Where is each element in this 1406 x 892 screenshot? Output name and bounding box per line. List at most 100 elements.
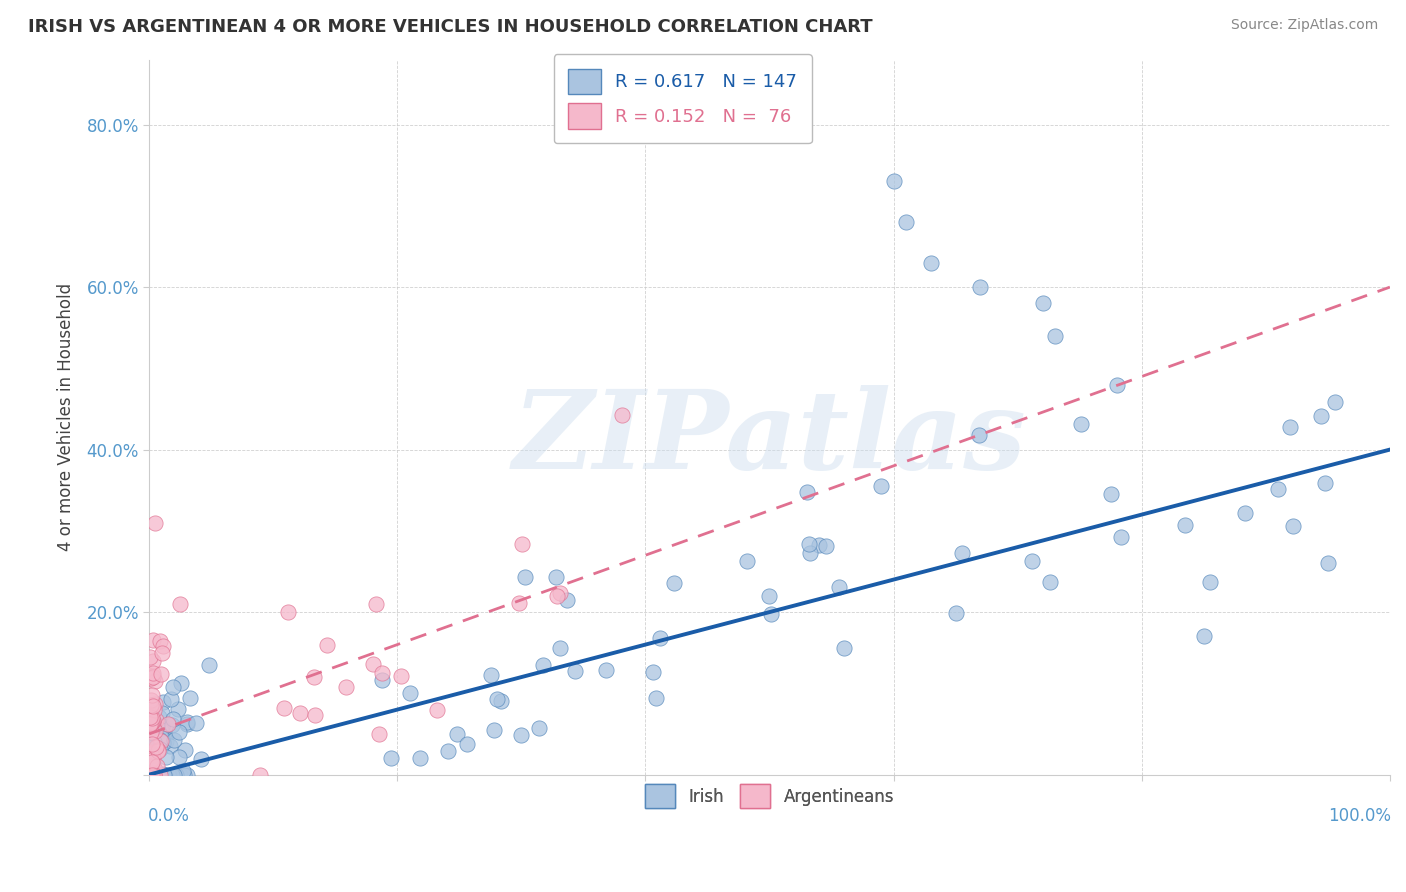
- Point: [141, 732, 163, 747]
- Point: [546, 589, 568, 603]
- Point: [446, 727, 468, 741]
- Point: [149, 741, 172, 756]
- Point: [426, 703, 449, 717]
- Point: [142, 767, 165, 781]
- Point: [141, 755, 163, 769]
- Point: [146, 767, 169, 781]
- Point: [152, 767, 174, 781]
- Point: [162, 680, 184, 694]
- Point: [146, 767, 169, 781]
- Point: [152, 767, 174, 781]
- Point: [160, 691, 183, 706]
- Point: [174, 742, 197, 756]
- Point: [142, 703, 165, 717]
- Point: [145, 516, 167, 530]
- Point: [139, 706, 162, 720]
- Point: [1310, 409, 1333, 423]
- Point: [146, 766, 169, 780]
- Point: [139, 672, 162, 686]
- Point: [799, 546, 821, 560]
- Point: [827, 580, 849, 594]
- Point: [1043, 329, 1066, 343]
- Point: [184, 715, 207, 730]
- Point: [335, 680, 357, 694]
- Point: [148, 744, 170, 758]
- Text: ZIPatlas: ZIPatlas: [513, 384, 1026, 492]
- Point: [155, 734, 177, 748]
- Point: [437, 744, 460, 758]
- Point: [141, 715, 163, 730]
- Point: [141, 767, 163, 781]
- Point: [139, 766, 162, 780]
- Point: [149, 734, 172, 748]
- Point: [969, 280, 991, 294]
- Point: [142, 669, 165, 683]
- Point: [648, 631, 671, 645]
- Point: [143, 724, 166, 739]
- Point: [548, 585, 571, 599]
- Point: [146, 767, 169, 781]
- Point: [142, 730, 165, 744]
- Point: [456, 737, 478, 751]
- Point: [759, 607, 782, 622]
- Point: [277, 606, 299, 620]
- Point: [139, 767, 162, 781]
- Point: [173, 767, 195, 781]
- Point: [555, 592, 578, 607]
- Point: [814, 539, 837, 553]
- Point: [409, 751, 432, 765]
- Point: [141, 767, 163, 781]
- Point: [1099, 487, 1122, 501]
- Point: [807, 538, 830, 552]
- Point: [920, 256, 942, 270]
- Point: [190, 752, 212, 766]
- Point: [1070, 417, 1092, 431]
- Point: [139, 753, 162, 767]
- Point: [1313, 475, 1336, 490]
- Point: [138, 767, 160, 781]
- Point: [149, 767, 172, 781]
- Point: [150, 767, 173, 781]
- Point: [361, 657, 384, 672]
- Point: [143, 767, 166, 781]
- Point: [142, 654, 165, 668]
- Text: Source: ZipAtlas.com: Source: ZipAtlas.com: [1230, 18, 1378, 32]
- Point: [152, 722, 174, 736]
- Point: [167, 750, 190, 764]
- Point: [141, 757, 163, 772]
- Point: [950, 546, 973, 560]
- Point: [304, 670, 326, 684]
- Point: [595, 663, 617, 677]
- Point: [142, 749, 165, 764]
- Point: [152, 767, 174, 781]
- Text: 100.0%: 100.0%: [1329, 806, 1391, 825]
- Point: [163, 767, 186, 781]
- Point: [945, 606, 967, 620]
- Point: [371, 665, 394, 680]
- Point: [1039, 574, 1062, 589]
- Point: [509, 728, 531, 742]
- Point: [142, 670, 165, 684]
- Point: [662, 575, 685, 590]
- Point: [139, 725, 162, 739]
- Point: [141, 767, 163, 781]
- Point: [531, 657, 554, 672]
- Point: [141, 767, 163, 781]
- Point: [366, 598, 388, 612]
- Point: [150, 767, 173, 781]
- Point: [142, 751, 165, 765]
- Point: [486, 691, 509, 706]
- Point: [143, 673, 166, 688]
- Point: [142, 666, 165, 681]
- Point: [564, 664, 586, 678]
- Point: [145, 767, 167, 781]
- Point: [152, 640, 174, 654]
- Point: [198, 657, 221, 672]
- Point: [1267, 483, 1289, 497]
- Point: [139, 759, 162, 773]
- Point: [371, 673, 394, 687]
- Point: [153, 767, 176, 781]
- Text: IRISH VS ARGENTINEAN 4 OR MORE VEHICLES IN HOUSEHOLD CORRELATION CHART: IRISH VS ARGENTINEAN 4 OR MORE VEHICLES …: [28, 18, 873, 36]
- Point: [1031, 296, 1053, 310]
- Point: [1192, 630, 1215, 644]
